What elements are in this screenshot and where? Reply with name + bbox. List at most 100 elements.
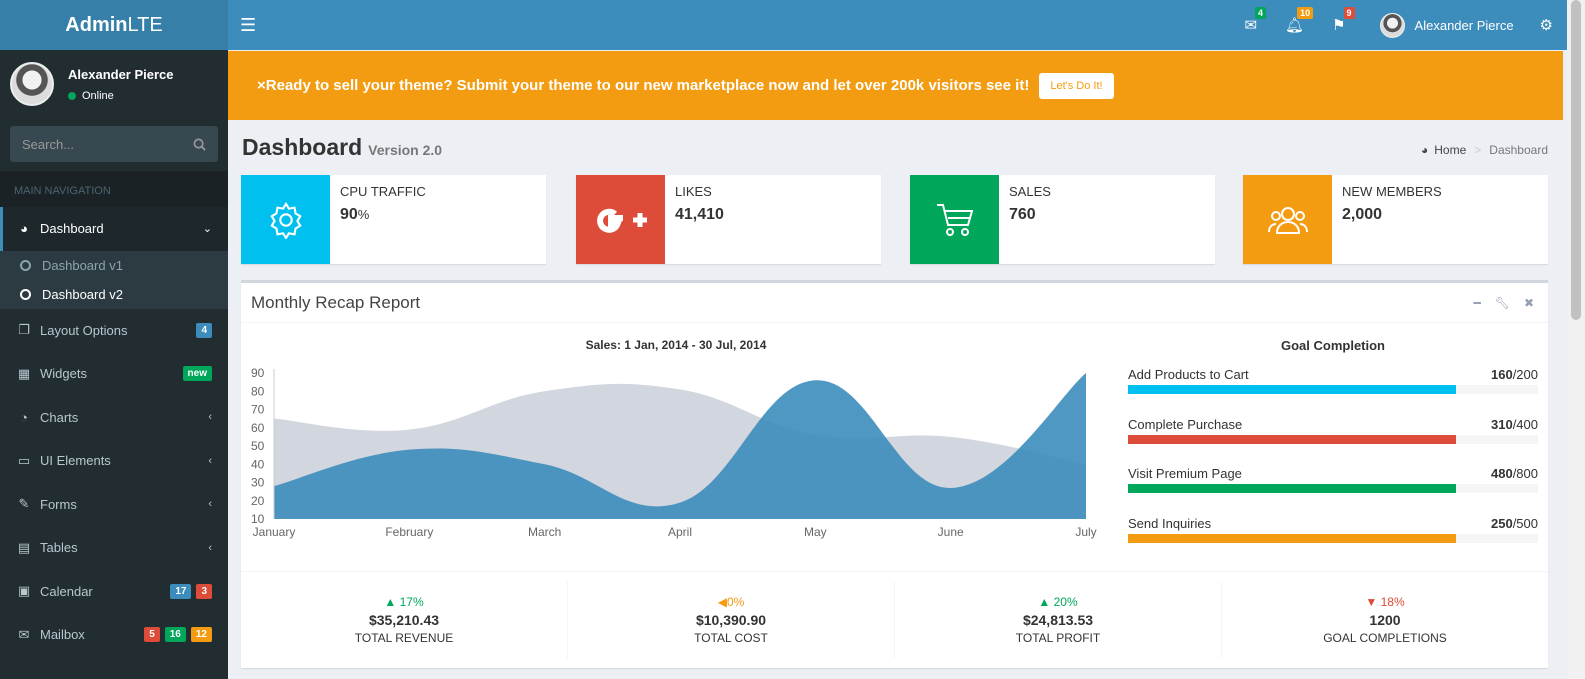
goals-percentage: ▼ 18% (1365, 595, 1405, 609)
avatar (1379, 12, 1405, 38)
user-status[interactable]: Online (68, 90, 174, 102)
sidebar-item-mailbox[interactable]: ✉ Mailbox 5 16 12 (0, 613, 228, 657)
user-menu[interactable]: Alexander Pierce (1379, 12, 1514, 38)
y-tick-label: 20 (251, 494, 265, 508)
page-title: Dashboard Version 2.0 (242, 134, 442, 161)
goal-value: 160/200 (1490, 367, 1538, 382)
goal-completion-title: Goal Completion (1281, 338, 1385, 353)
goal-progress-group: Visit Premium Page 480/800 (1128, 466, 1538, 493)
chevron-left-icon: ‹ (208, 541, 212, 554)
search-input[interactable] (22, 136, 172, 152)
sidebar-item-dashboard[interactable]: ◕ Dashboard ⌄ (0, 207, 228, 251)
sidebar-item-layout-options[interactable]: ❐ Layout Options 4 (0, 309, 228, 353)
sidebar-item-dashboard-v1[interactable]: Dashboard v1 (0, 251, 228, 280)
circle-icon (20, 259, 31, 271)
layout-badge: 4 (196, 322, 212, 338)
profit-value: $24,813.53 (1022, 612, 1094, 628)
info-box-label: CPU TRAFFIC (340, 184, 426, 199)
info-box-number: 41,410 (675, 206, 724, 223)
pie-chart-icon: ◔ (20, 409, 28, 425)
sidebar-item-calendar[interactable]: ▣ Calendar 17 3 (0, 570, 228, 614)
lets-do-it-button[interactable]: Let's Do It! (1039, 72, 1114, 99)
wrench-icon[interactable]: 🔧︎ (1494, 295, 1510, 310)
sidebar-search (10, 126, 218, 162)
area-series-2 (274, 373, 1086, 519)
gears-icon[interactable]: ⚙ (1539, 17, 1553, 34)
goal-label: Complete Purchase (1128, 417, 1243, 432)
close-icon[interactable]: ✖ (1523, 295, 1534, 310)
edit-icon: ✎ (18, 496, 30, 512)
notifications-badge: 10 (1297, 7, 1314, 19)
breadcrumb-home[interactable]: Home (1434, 143, 1467, 157)
x-tick-label: February (385, 525, 433, 539)
sidebar-item-label: Dashboard v1 (42, 257, 123, 273)
y-tick-label: 70 (251, 403, 265, 417)
envelope-icon: ✉ (18, 626, 30, 642)
page-subtitle: Version 2.0 (368, 142, 443, 158)
revenue-value: $35,210.43 (368, 612, 440, 628)
messages-menu[interactable]: ✉ 4 (1244, 7, 1267, 34)
info-box-label: NEW MEMBERS (1342, 184, 1442, 199)
notifications-menu[interactable]: 🔔︎ 10 (1285, 7, 1314, 34)
breadcrumb: ◕ Home > Dashboard (1421, 143, 1548, 157)
online-dot-icon (68, 91, 76, 100)
sidebar-item-label: Charts (40, 409, 79, 425)
status-text: Online (82, 89, 114, 102)
revenue-percentage: ▲ 17% (384, 595, 424, 609)
y-tick-label: 80 (251, 384, 265, 398)
sidebar-item-label: Layout Options (40, 322, 128, 338)
caret-up-icon: ▲ (384, 595, 397, 609)
gear-icon (241, 175, 330, 264)
flag-icon: ⚑ (1332, 17, 1346, 34)
profit-label: TOTAL PROFIT (1015, 631, 1101, 645)
mailbox-badge-red: 5 (144, 627, 160, 643)
tasks-badge: 9 (1343, 7, 1355, 19)
circle-icon (20, 288, 31, 300)
x-tick-label: April (668, 525, 692, 539)
progress-track (1128, 385, 1538, 394)
goal-progress-group: Complete Purchase 310/400 (1128, 417, 1538, 444)
messages-badge: 4 (1255, 7, 1267, 19)
dashboard-icon: ◕ (20, 221, 28, 237)
files-icon: ❐ (18, 322, 30, 338)
sidebar-item-charts[interactable]: ◔ Charts ‹ (0, 396, 228, 440)
breadcrumb-separator: > (1474, 143, 1482, 157)
goal-value: 310/400 (1490, 417, 1538, 432)
goals-label: GOAL COMPLETIONS (1323, 631, 1447, 645)
sidebar-toggle-icon[interactable]: ☰ (240, 15, 257, 35)
chevron-left-icon: ‹ (208, 498, 212, 511)
goals-value: 1200 (1369, 612, 1401, 628)
close-icon[interactable]: × (257, 77, 266, 94)
sidebar-item-dashboard-v2[interactable]: Dashboard v2 (0, 280, 228, 309)
x-tick-label: January (253, 525, 296, 539)
sidebar-item-forms[interactable]: ✎ Forms ‹ (0, 483, 228, 527)
chevron-left-icon: ‹ (208, 454, 212, 467)
info-box-new-members: NEW MEMBERS 2,000 (1243, 175, 1548, 264)
x-tick-label: June (938, 525, 964, 539)
y-tick-label: 90 (251, 366, 265, 380)
info-box-label: LIKES (675, 184, 712, 199)
box-title: Monthly Recap Report (251, 292, 421, 312)
info-box-likes: LIKES 41,410 (576, 175, 881, 264)
page-scrollbar[interactable] (1567, 0, 1585, 679)
laptop-icon: ▭ (17, 452, 31, 468)
envelope-icon: ✉ (1244, 17, 1258, 34)
scrollbar-thumb[interactable] (1571, 0, 1581, 320)
minimize-icon[interactable]: ━ (1473, 295, 1481, 310)
calendar-badge-red: 3 (196, 583, 212, 599)
calendar-icon: ▣ (17, 583, 31, 599)
sidebar-item-label: Mailbox (40, 627, 85, 643)
sidebar-item-widgets[interactable]: ▦ Widgets new (0, 352, 228, 396)
info-box-sales: SALES 760 (910, 175, 1215, 264)
google-plus-icon (576, 175, 665, 264)
logo[interactable]: Admin LTE (0, 0, 228, 50)
sidebar-item-ui-elements[interactable]: ▭ UI Elements ‹ (0, 439, 228, 483)
sidebar-item-tables[interactable]: ▤ Tables ‹ (0, 526, 228, 570)
mailbox-badge-yellow: 12 (190, 627, 212, 643)
mailbox-badge-green: 16 (164, 627, 186, 643)
progress-bar (1128, 484, 1456, 493)
caret-down-icon: ▼ (1365, 595, 1378, 609)
tasks-menu[interactable]: ⚑ 9 (1332, 7, 1355, 34)
sidebar-item-label: Forms (40, 496, 77, 512)
search-icon[interactable] (193, 138, 206, 151)
